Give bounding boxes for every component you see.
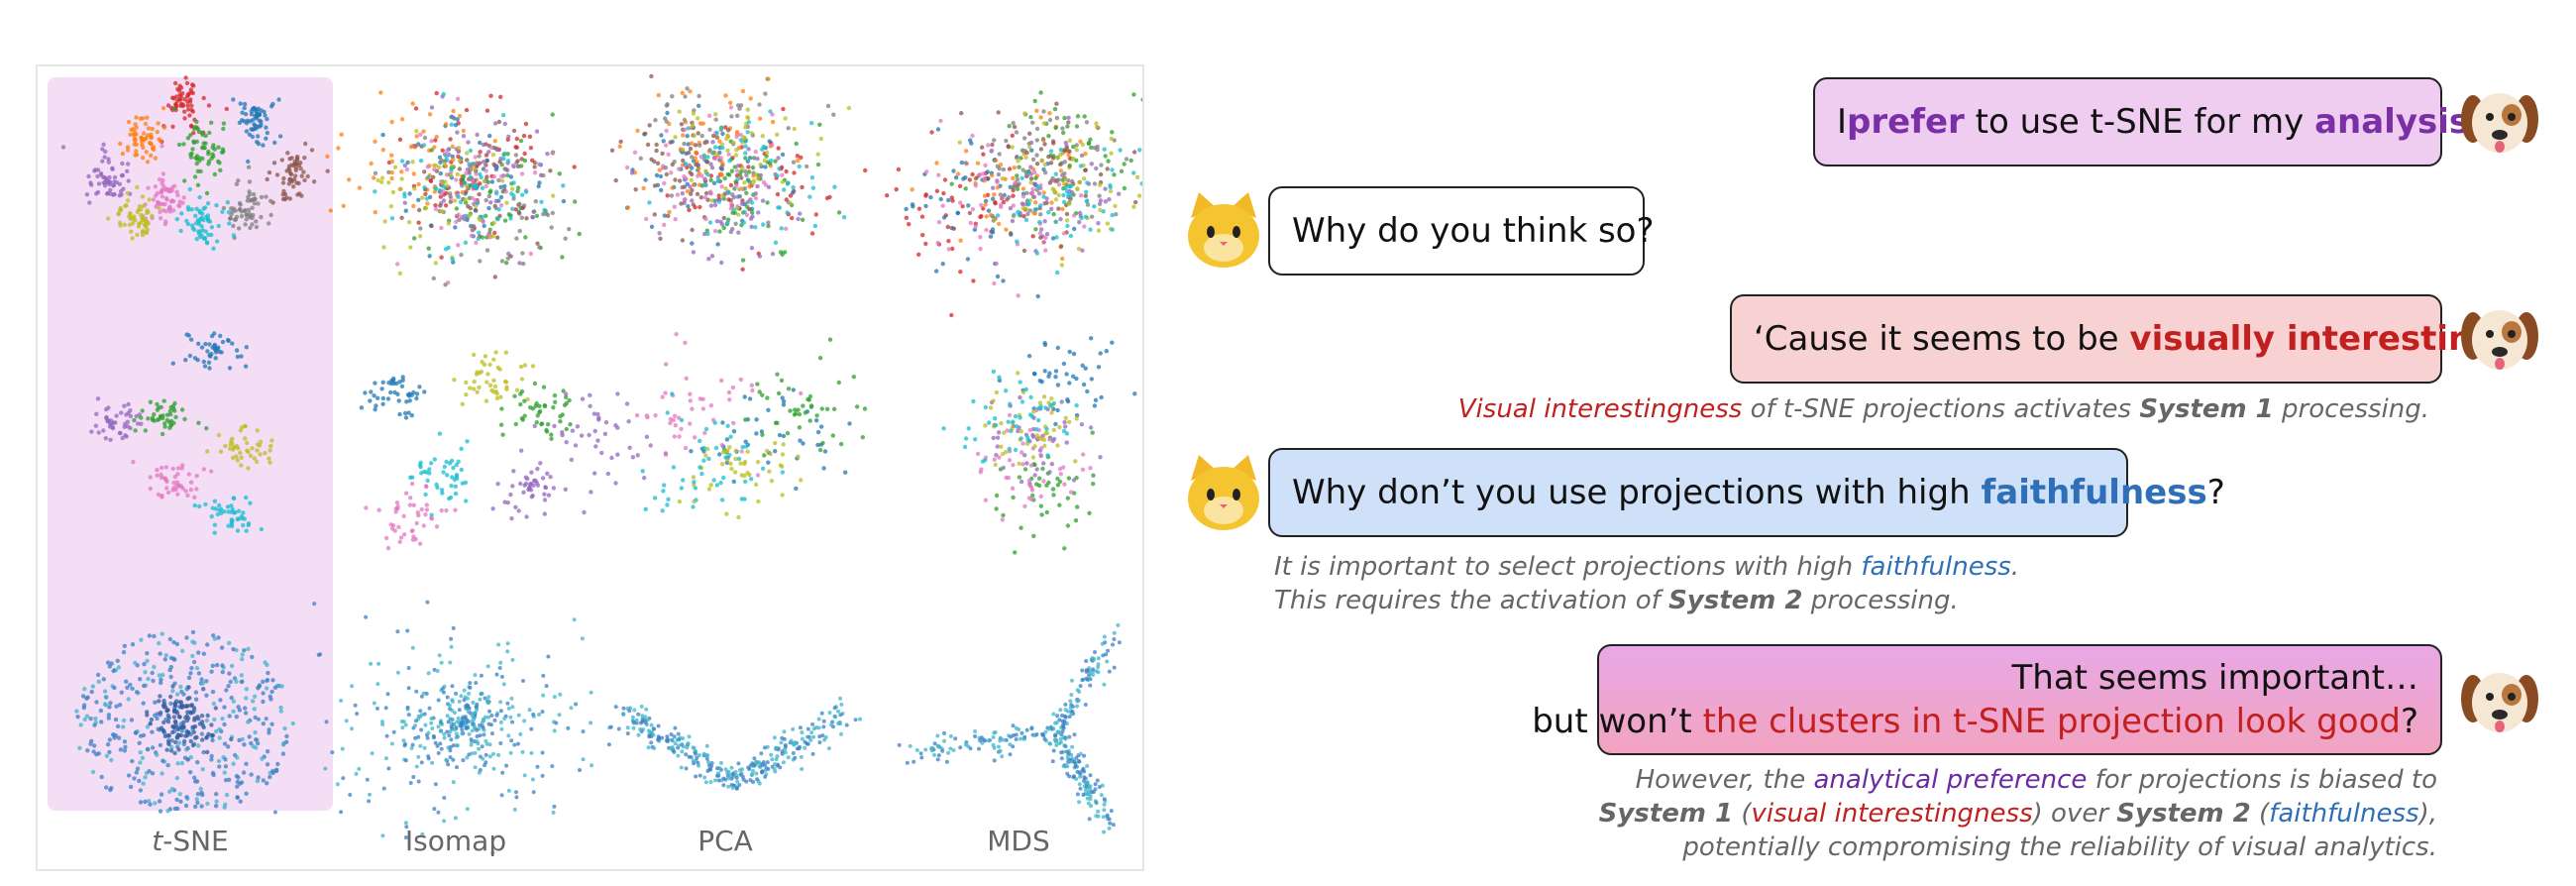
n4-part: processing. [1802,586,1959,615]
m5-part: but won’t [1532,702,1703,741]
n5-keyword-preference: analytical preference [1813,765,2088,795]
label-tsne: t-SNE [152,825,229,857]
n4-system2: System 2 [1668,586,1803,615]
n5-keyword-visual: visual interestingness [1751,799,2033,829]
projection-scatter-grid [60,73,1142,855]
message-analyst-3: That seems important… but won’t the clus… [1532,644,2442,755]
message-analyst-1: I prefer to use t-SNE for my analysis ! [1813,77,2496,166]
n4-line1: It is important to select projections wi… [1274,550,2019,584]
n5-part: for projections is biased to [2087,765,2437,795]
n5-system1: System 1 [1598,799,1734,829]
m5-line1: That seems important… [2011,658,2418,698]
m1-part: to use t-SNE for my [1964,102,2315,142]
n3-system1: System 1 [2139,394,2274,424]
m4-keyword-faithfulness: faithfulness [1981,473,2207,512]
m5-keyword-clusters: the clusters in t-SNE projection look go… [1702,702,2401,741]
m5-line2: but won’t the clusters in t-SNE projecti… [1532,700,2418,743]
label-mds: MDS [987,825,1050,857]
n3-part: of t-SNE projections activates [1742,394,2140,424]
m5-part: ? [2400,702,2418,741]
n4-line2: This requires the activation of System 2… [1274,584,2019,617]
dog-emoji-icon [2461,673,2538,732]
message-analyst-2: ‘Cause it seems to be visually interesti… [1730,294,2527,384]
label-tsne-rest: -SNE [162,825,229,857]
m2-text: Why do you think so? [1292,211,1655,251]
message-questioner-2: Why don’t you use projections with high … [1268,448,2225,537]
n5-part: ( [1733,799,1752,829]
m3-keyword-visually-interesting: visually interesting [2129,319,2497,359]
n5-part: ( [2250,799,2270,829]
n4-part: This requires the activation of [1274,586,1669,615]
label-isomap: Isomap [404,825,507,857]
note-system2: It is important to select projections wi… [1274,550,2019,617]
n3-part: processing. [2273,394,2429,424]
dog-emoji-icon [2461,93,2538,153]
n4-keyword: faithfulness [1861,552,2011,582]
m4-part: Why don’t you use projections with high [1292,473,1982,512]
n5-line1: However, the analytical preference for p… [1599,763,2437,797]
m1-part: I [1837,102,1848,142]
dog-emoji-icon [2461,310,2538,370]
n5-part: ) over [2032,799,2117,829]
note-conclusion: However, the analytical preference for p… [1599,763,2437,864]
n5-line2: System 1 (visual interestingness) over S… [1599,797,2437,831]
n5-part: However, the [1635,765,1814,795]
n5-keyword-faithfulness: faithfulness [2269,799,2419,829]
n3-keyword: Visual interestingness [1457,394,1743,424]
n5-line3: potentially compromising the reliability… [1682,832,2437,862]
cat-emoji-icon [1188,455,1259,530]
m1-keyword-prefer: prefer [1847,102,1965,142]
m3-part: ‘Cause it seems to be [1754,319,2130,359]
n5-part: ), [2418,799,2437,829]
m4-part: ? [2206,473,2225,512]
m1-keyword-analysis: analysis [2314,102,2470,142]
note-system1: Visual interestingness of t-SNE projecti… [1458,394,2429,424]
message-questioner-1: Why do you think so? [1268,186,1655,276]
cat-emoji-icon [1188,192,1259,268]
n4-part: . [2010,552,2020,582]
label-pca: PCA [698,825,753,857]
n5-system2: System 2 [2116,799,2251,829]
n4-part: It is important to select projections wi… [1274,552,1862,582]
